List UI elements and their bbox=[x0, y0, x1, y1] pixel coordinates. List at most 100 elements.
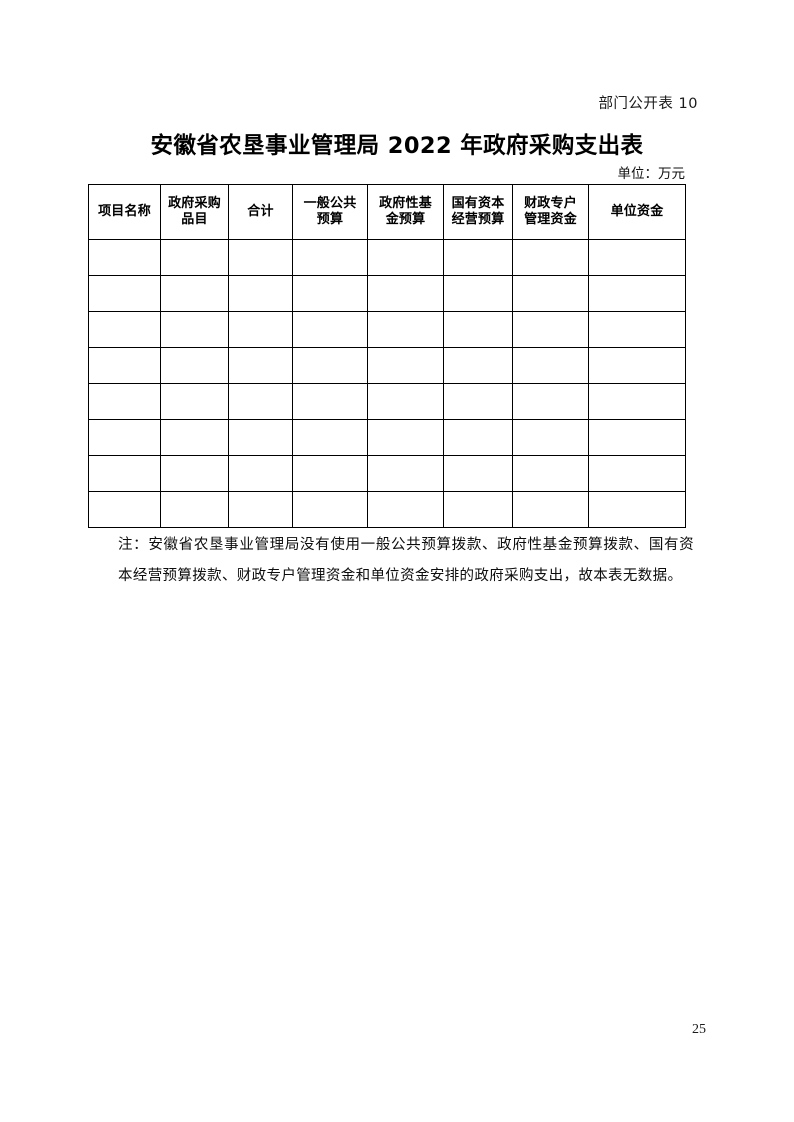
table-cell[interactable] bbox=[160, 491, 229, 528]
table-cell[interactable] bbox=[512, 239, 589, 276]
table-cell[interactable] bbox=[367, 419, 444, 456]
table-header-row: 项目名称 政府采购 品目 合计 一般公共 预算 政府性基 金预算 国有资本 经营预算 财政专户 管理资… bbox=[88, 184, 686, 240]
table-cell[interactable] bbox=[588, 239, 686, 276]
table-footnote: 注：安徽省农垦事业管理局没有使用一般公共预算拨款、政府性基金预算拨款、国有资本经… bbox=[118, 530, 694, 592]
column-header-line: 项目名称 bbox=[98, 204, 151, 220]
column-header-line: 单位资金 bbox=[610, 204, 664, 220]
table-row bbox=[88, 275, 686, 312]
table-cell[interactable] bbox=[367, 455, 444, 492]
table-column-header: 财政专户 管理资金 bbox=[512, 184, 589, 240]
table-cell[interactable] bbox=[443, 419, 513, 456]
table-cell[interactable] bbox=[228, 419, 293, 456]
table-cell[interactable] bbox=[588, 455, 686, 492]
column-header-line: 政府采购 bbox=[168, 196, 221, 212]
table-cell[interactable] bbox=[588, 491, 686, 528]
table-column-header: 政府性基 金预算 bbox=[367, 184, 444, 240]
table-cell[interactable] bbox=[367, 383, 444, 420]
table-cell[interactable] bbox=[292, 419, 368, 456]
table-cell[interactable] bbox=[367, 347, 444, 384]
table-column-header: 项目名称 bbox=[88, 184, 161, 240]
table-cell[interactable] bbox=[443, 455, 513, 492]
table-cell[interactable] bbox=[88, 311, 161, 348]
column-header-line: 预算 bbox=[316, 212, 344, 227]
table-cell[interactable] bbox=[228, 455, 293, 492]
table-cell[interactable] bbox=[512, 311, 589, 348]
page-title: 安徽省农垦事业管理局 2022 年政府采购支出表 bbox=[150, 133, 644, 159]
table-cell[interactable] bbox=[512, 419, 589, 456]
table-cell[interactable] bbox=[88, 275, 161, 312]
table-cell[interactable] bbox=[367, 239, 444, 276]
table-cell[interactable] bbox=[588, 311, 686, 348]
table-body bbox=[88, 239, 686, 528]
table-cell[interactable] bbox=[292, 383, 368, 420]
table-column-header: 政府采购 品目 bbox=[160, 184, 229, 240]
table-column-header: 单位资金 bbox=[588, 184, 686, 240]
table-cell[interactable] bbox=[88, 455, 161, 492]
table-cell[interactable] bbox=[88, 419, 161, 456]
table-cell[interactable] bbox=[588, 275, 686, 312]
government-procurement-expenditure-table: 项目名称 政府采购 品目 合计 一般公共 预算 政府性基 金预算 国有资本 经营预算 财政专户 管理资… bbox=[88, 184, 686, 528]
unit-label: 单位：万元 bbox=[617, 166, 686, 182]
table-cell[interactable] bbox=[228, 275, 293, 312]
table-row bbox=[88, 419, 686, 456]
column-header-line: 政府性基 bbox=[379, 196, 432, 212]
column-header-line: 经营预算 bbox=[451, 212, 505, 227]
table-cell[interactable] bbox=[292, 275, 368, 312]
table-column-header: 一般公共 预算 bbox=[292, 184, 368, 240]
table-row bbox=[88, 347, 686, 384]
table-cell[interactable] bbox=[292, 455, 368, 492]
table-cell[interactable] bbox=[160, 275, 229, 312]
table-cell[interactable] bbox=[443, 383, 513, 420]
table-cell[interactable] bbox=[292, 239, 368, 276]
table-cell[interactable] bbox=[512, 383, 589, 420]
table-cell[interactable] bbox=[443, 491, 513, 528]
table-cell[interactable] bbox=[160, 455, 229, 492]
table-cell[interactable] bbox=[512, 491, 589, 528]
table-cell[interactable] bbox=[160, 239, 229, 276]
column-header-line: 管理资金 bbox=[524, 212, 577, 227]
column-header-line: 合计 bbox=[247, 204, 274, 220]
table-cell[interactable] bbox=[367, 491, 444, 528]
table-cell[interactable] bbox=[228, 311, 293, 348]
form-number-label: 部门公开表 10 bbox=[598, 96, 698, 112]
table-cell[interactable] bbox=[443, 347, 513, 384]
table-cell[interactable] bbox=[228, 491, 293, 528]
table-cell[interactable] bbox=[292, 311, 368, 348]
table-cell[interactable] bbox=[512, 275, 589, 312]
footnote-text: 注：安徽省农垦事业管理局没有使用一般公共预算拨款、政府性基金预算拨款、国有资本经… bbox=[118, 537, 694, 584]
table-cell[interactable] bbox=[88, 347, 161, 384]
column-header-line: 品目 bbox=[181, 212, 208, 227]
table-cell[interactable] bbox=[443, 239, 513, 276]
table-cell[interactable] bbox=[88, 239, 161, 276]
table-cell[interactable] bbox=[228, 239, 293, 276]
table-row bbox=[88, 383, 686, 420]
table-cell[interactable] bbox=[512, 455, 589, 492]
table-cell[interactable] bbox=[160, 419, 229, 456]
table-cell[interactable] bbox=[588, 383, 686, 420]
column-header-line: 一般公共 bbox=[303, 196, 357, 212]
table-cell[interactable] bbox=[160, 383, 229, 420]
table-cell[interactable] bbox=[443, 311, 513, 348]
procurement-table-container: 项目名称 政府采购 品目 合计 一般公共 预算 政府性基 金预算 国有资本 经营预算 财政专户 管理资… bbox=[88, 184, 686, 528]
table-column-header: 合计 bbox=[228, 184, 293, 240]
column-header-line: 金预算 bbox=[385, 212, 426, 227]
table-cell[interactable] bbox=[292, 347, 368, 384]
table-cell[interactable] bbox=[367, 275, 444, 312]
column-header-line: 国有资本 bbox=[451, 196, 505, 212]
table-cell[interactable] bbox=[292, 491, 368, 528]
table-cell[interactable] bbox=[88, 491, 161, 528]
table-cell[interactable] bbox=[160, 347, 229, 384]
column-header-line: 财政专户 bbox=[524, 196, 577, 212]
table-cell[interactable] bbox=[88, 383, 161, 420]
table-cell[interactable] bbox=[588, 347, 686, 384]
table-cell[interactable] bbox=[512, 347, 589, 384]
table-cell[interactable] bbox=[588, 419, 686, 456]
table-row bbox=[88, 455, 686, 492]
table-cell[interactable] bbox=[228, 383, 293, 420]
table-cell[interactable] bbox=[367, 311, 444, 348]
table-cell[interactable] bbox=[160, 311, 229, 348]
table-cell[interactable] bbox=[443, 275, 513, 312]
table-cell[interactable] bbox=[228, 347, 293, 384]
table-row bbox=[88, 491, 686, 528]
